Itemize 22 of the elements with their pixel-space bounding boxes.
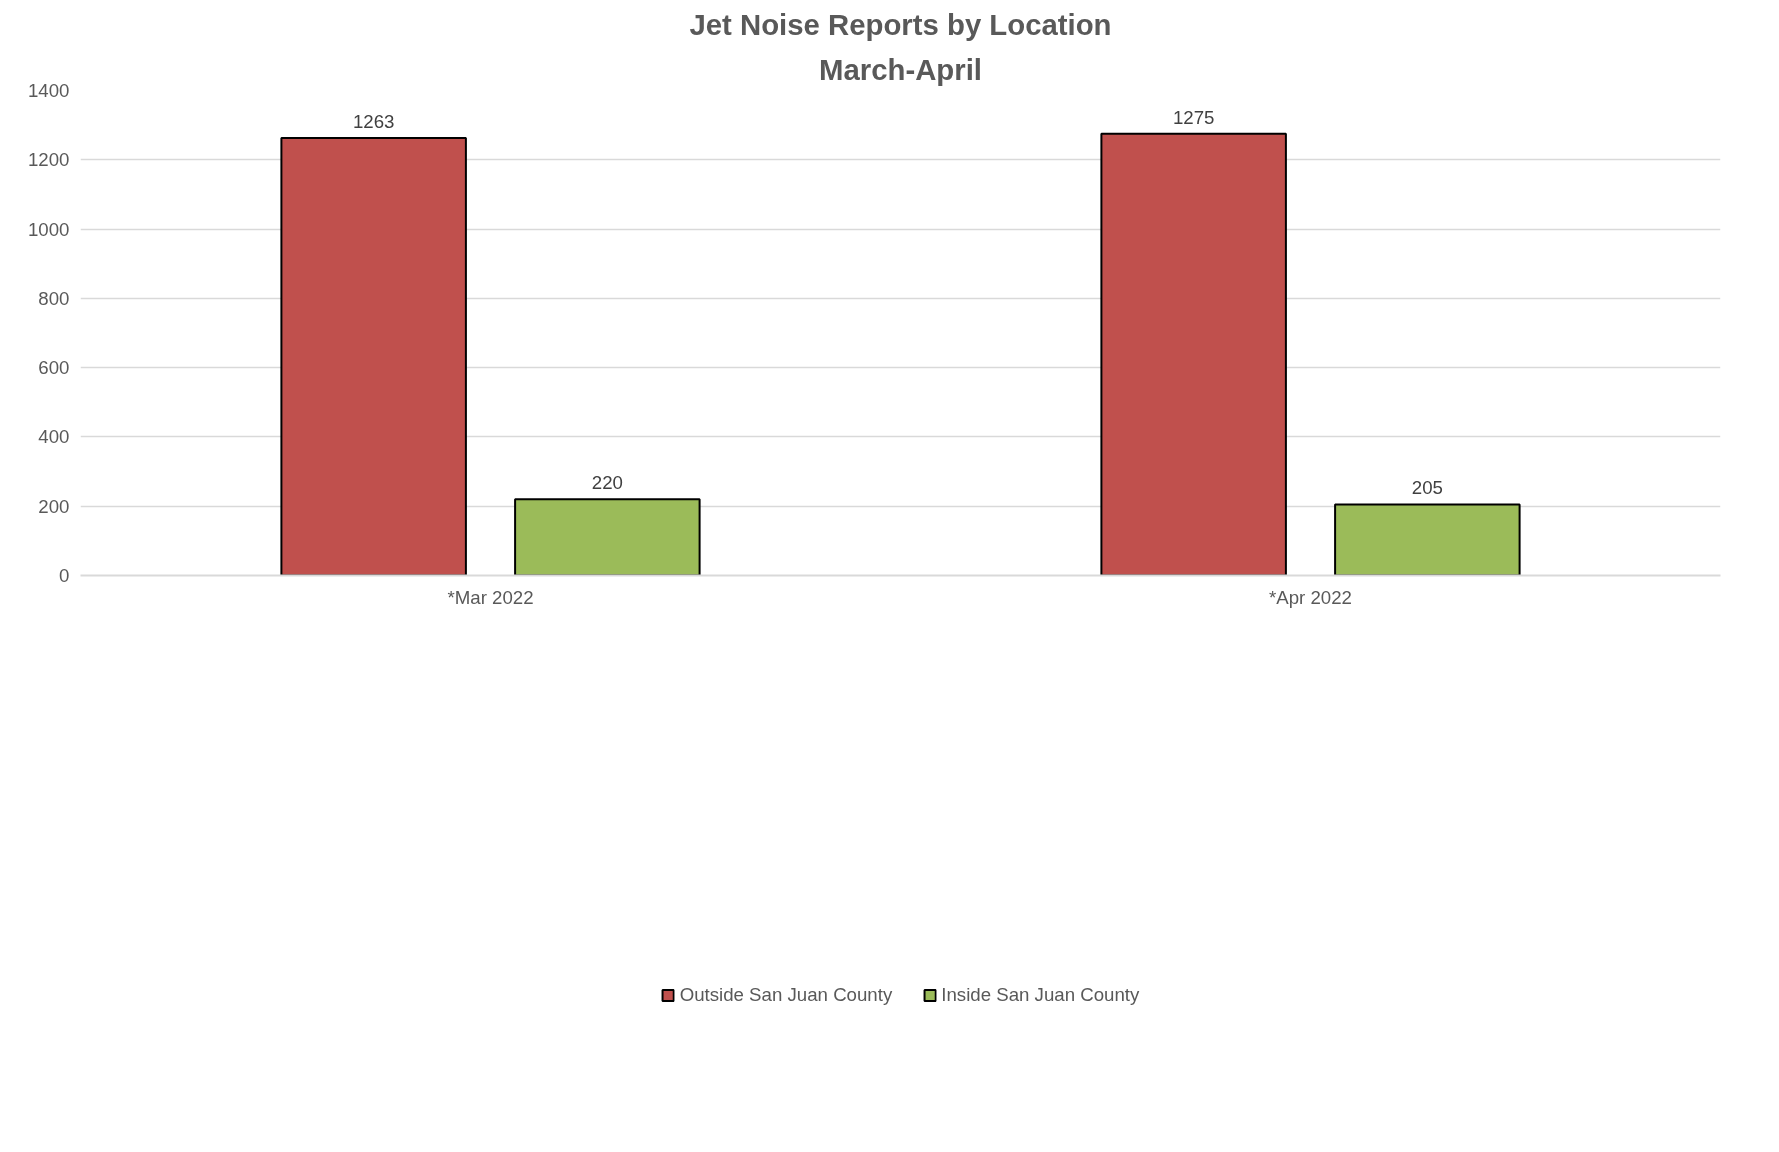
bar — [1100, 132, 1287, 576]
y-tick-label: 600 — [38, 357, 70, 379]
bar — [514, 498, 701, 576]
bar — [280, 136, 467, 576]
legend-label: Outside San Juan County — [679, 983, 893, 1006]
data-label: 220 — [591, 472, 623, 494]
legend-label: Inside San Juan County — [941, 983, 1140, 1006]
x-tick-label: *Apr 2022 — [1269, 586, 1352, 608]
chart-title: Jet Noise Reports by Location — [689, 7, 1112, 41]
y-tick-label: 200 — [38, 495, 70, 517]
bar — [1334, 503, 1521, 576]
y-tick-label: 1400 — [28, 80, 70, 101]
y-tick-label: 400 — [38, 426, 70, 448]
y-tick-label: 1200 — [28, 149, 70, 171]
y-tick-label: 0 — [59, 565, 70, 586]
data-label: 1263 — [352, 110, 395, 132]
data-label: 205 — [1411, 477, 1443, 499]
y-tick-label: 800 — [38, 287, 70, 309]
chart-subtitle: March-April — [819, 52, 982, 86]
y-tick-label: 1000 — [28, 218, 70, 240]
data-label: 1275 — [1172, 106, 1215, 128]
x-tick-label: *Mar 2022 — [447, 586, 534, 608]
